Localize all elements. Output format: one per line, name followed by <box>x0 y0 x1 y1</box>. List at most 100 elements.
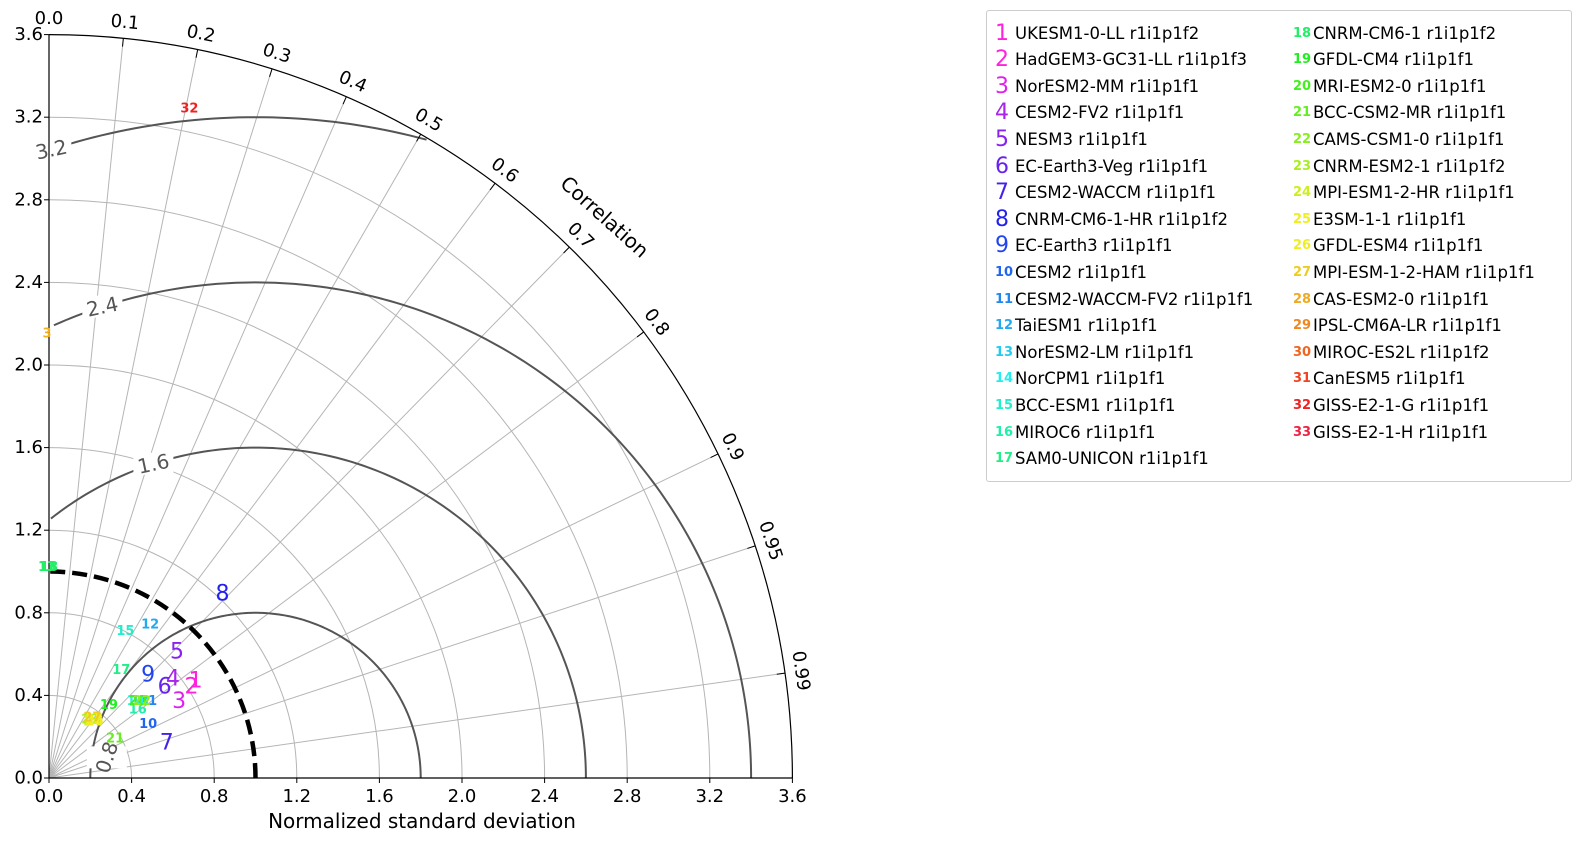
legend-label: MIROC6 r1i1p1f1 <box>1015 422 1156 442</box>
legend-item: 12 TaiESM1 r1i1p1f1 <box>995 313 1158 339</box>
x-axis-label: Normalized standard deviation <box>268 809 576 833</box>
legend-item: 11 CESM2-WACCM-FV2 r1i1p1f1 <box>995 286 1253 312</box>
data-point-12: 12 <box>141 618 159 633</box>
legend-item: 31 CanESM5 r1i1p1f1 <box>1293 366 1466 392</box>
legend-label: CNRM-CM6-1 r1i1p1f2 <box>1313 23 1497 43</box>
data-point-11: 11 <box>139 694 157 709</box>
data-point-3: 3 <box>172 689 186 714</box>
legend-item: 26 GFDL-ESM4 r1i1p1f1 <box>1293 233 1483 259</box>
correlation-tick-mark <box>776 672 786 675</box>
legend-marker: 17 <box>995 451 1014 467</box>
legend-label: GISS-E2-1-G r1i1p1f1 <box>1313 395 1490 415</box>
y-tick-label: 0.4 <box>14 685 43 706</box>
x-tick-label: 2.8 <box>613 786 642 807</box>
correlation-tick-label: 0.1 <box>110 11 141 35</box>
std-grid-arc <box>48 199 628 779</box>
x-tick-label: 0.0 <box>35 786 64 807</box>
data-point-2: 2 <box>184 675 198 700</box>
data-point-14: 14 <box>127 694 145 709</box>
legend-label: GISS-E2-1-H r1i1p1f1 <box>1313 422 1489 442</box>
legend-marker: 7 <box>995 180 1009 206</box>
std-grid-arc <box>48 281 546 779</box>
correlation-grid-line <box>48 545 756 779</box>
correlation-tick-label: 0.9 <box>717 430 748 465</box>
legend-item: 19 GFDL-CM4 r1i1p1f1 <box>1293 47 1474 73</box>
legend-item: 9 EC-Earth3 r1i1p1f1 <box>995 233 1173 259</box>
legend-item: 14 NorCPM1 r1i1p1f1 <box>995 366 1165 392</box>
legend-item: 28 CAS-ESM2-0 r1i1p1f1 <box>1293 286 1489 312</box>
data-point-1: 1 <box>189 668 203 693</box>
data-point-25: 25 <box>85 713 103 728</box>
legend-item: 16 MIROC6 r1i1p1f1 <box>995 419 1155 445</box>
data-point-21: 21 <box>106 731 124 746</box>
legend: 1 UKESM1-0-LL r1i1p1f2 2 HadGEM3-GC31-LL r1… <box>986 10 1572 482</box>
y-tick-label: 2.4 <box>14 272 43 293</box>
legend-item: 18 CNRM-CM6-1 r1i1p1f2 <box>1293 20 1496 46</box>
correlation-tick-label: 0.8 <box>640 305 674 341</box>
data-point-edge-marker: 13 <box>38 560 56 575</box>
legend-marker: 20 <box>1293 78 1312 94</box>
legend-item: 6 EC-Earth3-Veg r1i1p1f1 <box>995 153 1208 179</box>
correlation-grid-line <box>48 38 124 779</box>
legend-label: IPSL-CM6A-LR r1i1p1f1 <box>1313 316 1502 336</box>
legend-item: 10 CESM2 r1i1p1f1 <box>995 259 1147 285</box>
legend-marker: 19 <box>1293 52 1312 68</box>
legend-label: HadGEM3-GC31-LL r1i1p1f3 <box>1015 50 1248 70</box>
legend-marker: 5 <box>995 126 1009 152</box>
data-point-27: 27 <box>83 711 101 726</box>
data-point-15: 15 <box>116 624 134 639</box>
correlation-tick-mark <box>269 68 273 77</box>
legend-marker: 27 <box>1293 264 1312 280</box>
legend-marker: 3 <box>995 73 1009 99</box>
data-point-22: 22 <box>133 694 151 709</box>
legend-label: TaiESM1 r1i1p1f1 <box>1015 316 1158 336</box>
legend-item: 27 MPI-ESM-1-2-HAM r1i1p1f1 <box>1293 259 1535 285</box>
legend-item: 5 NESM3 r1i1p1f1 <box>995 126 1148 152</box>
rmsd-label-bg <box>31 138 72 161</box>
correlation-tick-mark <box>342 96 347 105</box>
rmsd-label-bg <box>82 295 123 318</box>
legend-marker: 32 <box>1293 397 1312 413</box>
legend-marker: 28 <box>1293 291 1312 307</box>
data-point-4: 4 <box>166 666 180 691</box>
axes <box>44 34 793 783</box>
legend-marker: 21 <box>1293 105 1312 121</box>
x-tick-label: 2.0 <box>448 786 477 807</box>
x-tick-label: 1.6 <box>365 786 394 807</box>
legend-label: BCC-CSM2-MR r1i1p1f1 <box>1313 103 1507 123</box>
legend-item: 13 NorESM2-LM r1i1p1f1 <box>995 339 1194 365</box>
legend-item: 4 CESM2-FV2 r1i1p1f1 <box>995 100 1184 126</box>
x-tick-label: 3.6 <box>778 786 807 807</box>
data-point-23: 23 <box>81 713 99 728</box>
legend-marker: 13 <box>995 344 1014 360</box>
legend-marker: 26 <box>1293 238 1312 254</box>
legend-item: 1 UKESM1-0-LL r1i1p1f2 <box>995 20 1199 46</box>
data-point-7: 7 <box>160 730 174 755</box>
correlation-grid-line <box>48 672 786 779</box>
legend-marker: 4 <box>995 100 1009 126</box>
data-point-19: 19 <box>100 698 118 713</box>
legend-label: CanESM5 r1i1p1f1 <box>1313 369 1466 389</box>
correlation-tick-label: 0.99 <box>788 650 814 693</box>
legend-marker: 1 <box>995 20 1009 46</box>
legend-label: CNRM-ESM2-1 r1i1p1f2 <box>1313 156 1506 176</box>
legend-item: 33 GISS-E2-1-H r1i1p1f1 <box>1293 419 1488 445</box>
legend-marker: 2 <box>995 47 1009 73</box>
rmsd-contour <box>50 116 427 151</box>
legend-item: 17 SAM0-UNICON r1i1p1f1 <box>995 446 1209 472</box>
y-tick-label: 0.8 <box>14 602 43 623</box>
legend-marker: 33 <box>1293 424 1312 440</box>
legend-label: BCC-ESM1 r1i1p1f1 <box>1015 395 1176 415</box>
x-tick-label: 1.2 <box>282 786 311 807</box>
legend-marker: 22 <box>1293 131 1312 147</box>
correlation-tick-mark <box>747 545 756 549</box>
legend-label: GFDL-ESM4 r1i1p1f1 <box>1313 236 1484 256</box>
rmsd-label-bg <box>133 452 174 475</box>
x-tick-label: 3.2 <box>695 786 724 807</box>
x-tick-label: 2.4 <box>530 786 559 807</box>
legend-label: CAS-ESM2-0 r1i1p1f1 <box>1313 289 1490 309</box>
data-point-20: 20 <box>129 694 147 709</box>
legend-item: 23 CNRM-ESM2-1 r1i1p1f2 <box>1293 153 1506 179</box>
y-tick-label: 1.2 <box>14 520 43 541</box>
